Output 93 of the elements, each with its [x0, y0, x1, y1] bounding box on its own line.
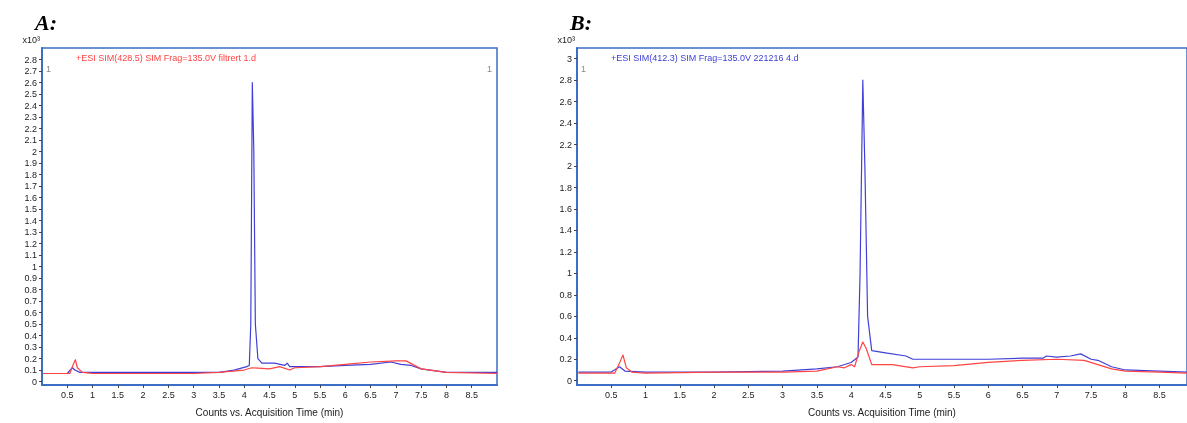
y-tick-label: 1.4	[24, 215, 37, 226]
x-tick-label: 4	[241, 389, 247, 400]
x-tick-label: 6.5	[1016, 389, 1029, 400]
chart-title: B:	[569, 9, 592, 35]
y-tick-label: 0.3	[24, 342, 37, 353]
x-tick-label: 5.5	[947, 389, 961, 400]
y-tick-label: 2.2	[24, 123, 37, 134]
annotation: 1	[486, 63, 493, 74]
y-tick-label: 1.1	[24, 250, 37, 261]
y-tick-label: 0.8	[24, 284, 37, 295]
y-tick-label: 1.2	[24, 238, 37, 249]
x-tick-label: 1.5	[111, 389, 125, 400]
line-series	[577, 79, 1187, 373]
x-tick-label: 0.5	[605, 389, 618, 400]
x-tick-label: 7.5	[414, 389, 428, 400]
y-tick-label: 1.7	[24, 181, 37, 192]
text: +ESI SIM(428.5) SIM Frag=135.0V filtrert 1.d	[76, 53, 257, 63]
y-tick-label: 0.4	[559, 332, 572, 343]
x-tick-label: 5.5	[313, 389, 327, 400]
x-tick-label: 1	[643, 389, 649, 400]
y-tick-label: 1.6	[24, 192, 37, 203]
y-tick-label: 2.5	[24, 89, 37, 100]
y-tick-label: 2.4	[24, 100, 37, 111]
line-series	[577, 341, 1187, 374]
y-tick-label: 0.9	[24, 273, 37, 284]
x-tick-label: 6	[985, 389, 991, 400]
text: +ESI SIM(412.3) SIM Frag=135.0V 221216 4.d	[611, 53, 799, 63]
y-tick-label: 1.8	[24, 169, 37, 180]
x-tick-label: 8	[443, 389, 449, 400]
y-tick-label: 0.5	[24, 319, 37, 330]
y-tick-label: 1.3	[24, 227, 37, 238]
chart-title: A:	[33, 9, 57, 35]
x-tick-label: 0.5	[61, 389, 74, 400]
x-tick-label: 6	[342, 389, 348, 400]
y-tick-label: 1.6	[559, 203, 572, 214]
y-tick-label: 1.4	[559, 225, 572, 236]
y-tick-label: 1.8	[559, 182, 572, 193]
y-axis-title: x10³	[557, 34, 575, 45]
x-tick-label: 5	[292, 389, 298, 400]
x-tick-label: 4.5	[263, 389, 276, 400]
y-tick-label: 2.7	[24, 66, 37, 76]
x-tick-label: 7	[393, 389, 399, 400]
y-tick-label: 2	[31, 146, 37, 157]
x-tick-label: 1.5	[673, 389, 687, 400]
line-series	[42, 359, 498, 375]
y-tick-label: 2.8	[24, 54, 37, 65]
x-axis-title: Counts vs. Acquisition Time (min)	[808, 406, 956, 418]
annotation: 1	[46, 63, 52, 74]
x-tick-label: 4	[848, 389, 854, 400]
x-tick-label: 5	[917, 389, 923, 400]
x-tick-label: 8	[1122, 389, 1128, 400]
x-tick-label: 3	[780, 389, 786, 400]
y-tick-label: 2.6	[559, 96, 572, 107]
y-tick-label: 1.2	[559, 246, 572, 257]
x-tick-label: 3	[191, 389, 197, 400]
x-tick-label: 1	[90, 389, 96, 400]
y-tick-label: 0.7	[24, 296, 37, 307]
y-tick-label: 2.3	[24, 112, 37, 123]
y-tick-label: 1	[31, 261, 37, 272]
y-tick-label: 0.1	[24, 365, 37, 376]
y-tick-label: 1.9	[24, 158, 37, 169]
y-tick-label: 0.2	[559, 354, 572, 365]
x-axis-title: Counts vs. Acquisition Time (min)	[195, 406, 344, 418]
x-tick-label: 3.5	[212, 389, 226, 400]
y-tick-label: 0.4	[24, 330, 37, 341]
x-tick-label: 2	[140, 389, 146, 400]
y-tick-label: 2	[566, 161, 572, 172]
y-tick-label: 2.2	[559, 139, 572, 150]
y-tick-label: 0.6	[24, 307, 37, 318]
y-tick-label: 0	[31, 376, 37, 387]
x-tick-label: 7.5	[1084, 389, 1098, 400]
x-tick-label: 8.5	[465, 389, 478, 400]
y-tick-label: 0.6	[559, 311, 572, 322]
y-tick-label: 1.5	[24, 204, 37, 215]
y-tick-label: 2.6	[24, 77, 37, 88]
x-tick-label: 8.5	[1153, 389, 1166, 400]
y-tick-label: 0	[566, 375, 572, 386]
y-tick-label: 3	[566, 53, 572, 64]
y-tick-label: 0.2	[24, 353, 37, 364]
y-tick-label: 1	[566, 268, 572, 279]
x-tick-label: 2	[711, 389, 717, 400]
y-axis-title: x10³	[22, 34, 40, 45]
x-tick-label: 2.5	[742, 389, 755, 400]
y-tick-label: 2.1	[24, 135, 37, 146]
annotation: 1	[581, 63, 587, 74]
y-tick-label: 2.8	[559, 75, 572, 86]
y-tick-label: 0.8	[559, 289, 572, 300]
x-tick-label: 4.5	[879, 389, 892, 400]
x-tick-label: 7	[1054, 389, 1060, 400]
y-tick-label: 2.4	[559, 118, 572, 129]
x-tick-label: 3.5	[810, 389, 824, 400]
x-tick-label: 2.5	[162, 389, 175, 400]
x-tick-label: 6.5	[364, 389, 377, 400]
